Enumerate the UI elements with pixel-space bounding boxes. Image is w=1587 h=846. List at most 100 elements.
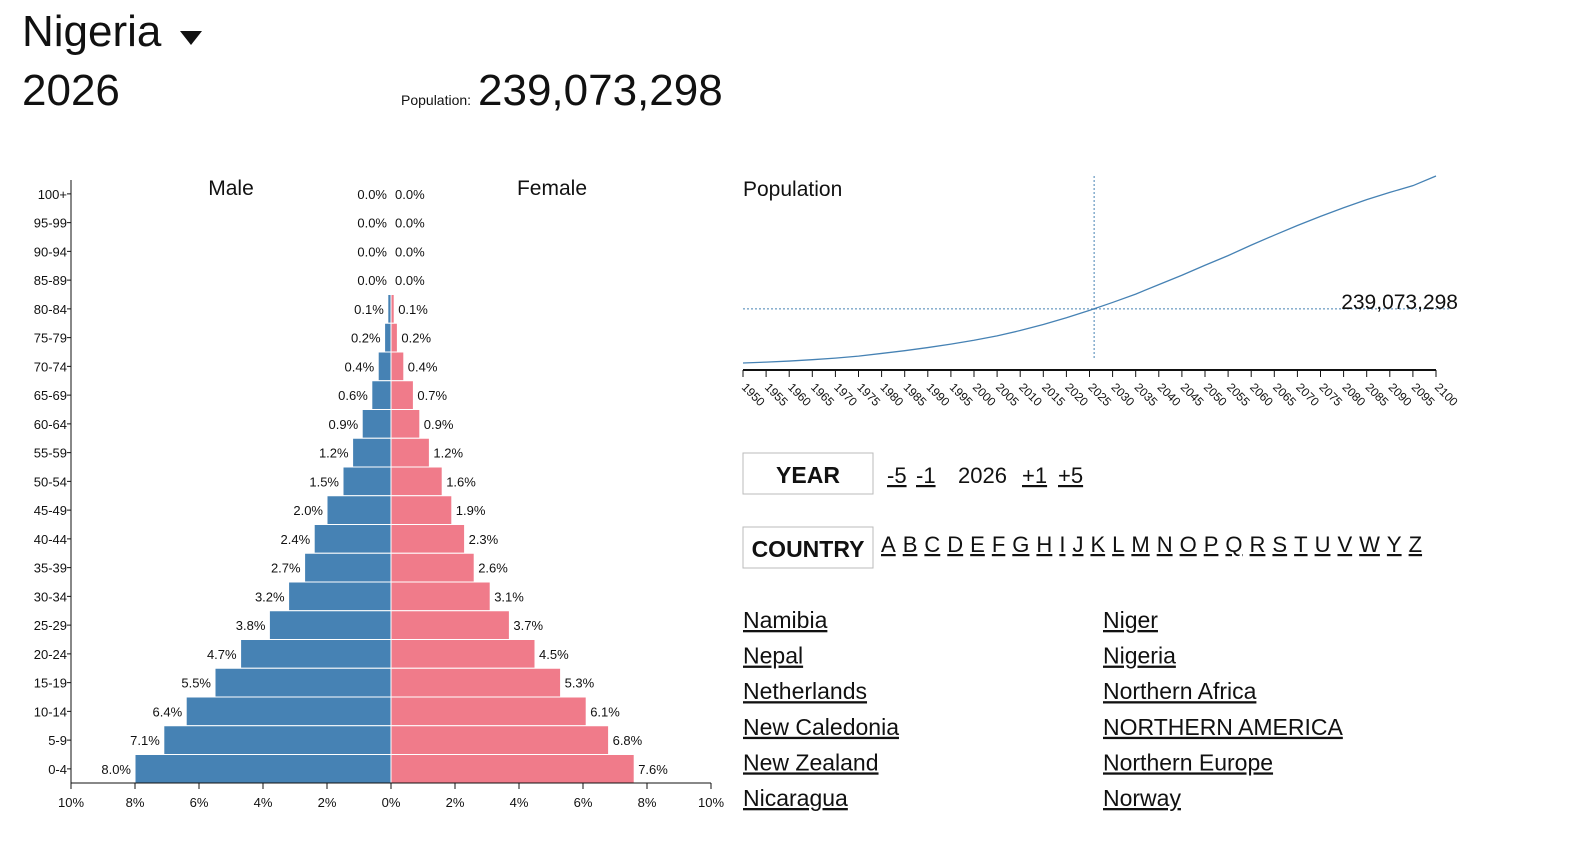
country-link[interactable]: Namibia <box>743 607 828 633</box>
age-label: 90-94 <box>34 244 67 259</box>
letter-link[interactable]: M <box>1131 532 1149 557</box>
letter-link[interactable]: A <box>881 532 896 557</box>
x-tick-label: 1965 <box>808 380 837 409</box>
country-link[interactable]: Nicaragua <box>743 785 848 811</box>
female-bar <box>390 552 475 583</box>
male-bar <box>352 437 392 468</box>
value-label: 0.0% <box>395 273 425 288</box>
letter-link[interactable]: V <box>1337 532 1352 557</box>
year-label: YEAR <box>776 462 840 488</box>
country-link[interactable]: New Zealand <box>743 749 879 775</box>
country-link[interactable]: Norway <box>1103 785 1181 811</box>
x-tick-label: 8% <box>126 795 145 810</box>
x-tick-label: 2% <box>318 795 337 810</box>
age-label: 40-44 <box>34 532 67 547</box>
value-label: 8.0% <box>101 762 131 777</box>
age-label: 50-54 <box>34 474 67 489</box>
x-tick-label: 2090 <box>1386 380 1415 409</box>
male-bar <box>377 351 392 382</box>
age-label: 100+ <box>38 187 67 202</box>
letter-link[interactable]: O <box>1180 532 1197 557</box>
letter-link[interactable]: Q <box>1225 532 1242 557</box>
letter-link[interactable]: Y <box>1387 532 1402 557</box>
x-tick-label: 1970 <box>831 380 860 409</box>
letter-link[interactable]: P <box>1204 532 1219 557</box>
letter-link[interactable]: C <box>924 532 940 557</box>
year-step-link[interactable]: -1 <box>916 463 936 488</box>
country-link[interactable]: New Caledonia <box>743 714 899 740</box>
letter-link[interactable]: D <box>947 532 963 557</box>
x-tick-label: 6% <box>190 795 209 810</box>
x-tick-label: 1975 <box>854 380 883 409</box>
letter-link[interactable]: W <box>1359 532 1380 557</box>
value-label: 6.1% <box>590 704 620 719</box>
year-box <box>742 452 874 495</box>
letter-link[interactable]: J <box>1072 532 1083 557</box>
letter-link[interactable]: L <box>1112 532 1124 557</box>
male-bar <box>288 581 392 612</box>
population-label: Population: <box>401 92 471 108</box>
population-line <box>742 175 1437 364</box>
age-label: 65-69 <box>34 388 67 403</box>
letter-link[interactable]: T <box>1294 532 1307 557</box>
age-label: 10-14 <box>34 704 67 719</box>
dropdown-arrow[interactable] <box>180 31 202 45</box>
x-tick-label: 2060 <box>1247 380 1276 409</box>
country-link[interactable]: Nigeria <box>1103 643 1176 669</box>
age-label: 85-89 <box>34 273 67 288</box>
male-bar <box>313 524 392 554</box>
letter-link[interactable]: N <box>1157 532 1173 557</box>
year-step-link[interactable]: +1 <box>1022 463 1047 488</box>
letter-link[interactable]: E <box>970 532 985 557</box>
letter-link[interactable]: K <box>1090 532 1105 557</box>
country-label: COUNTRY <box>752 536 865 562</box>
x-tick-label: 1985 <box>901 380 930 409</box>
value-label: 3.8% <box>236 618 266 633</box>
male-bar <box>134 754 392 784</box>
letter-link[interactable]: F <box>992 532 1005 557</box>
letter-link[interactable]: U <box>1315 532 1331 557</box>
x-tick-label: 10% <box>698 795 724 810</box>
value-label: 0.7% <box>417 388 447 403</box>
male-bar <box>268 610 392 640</box>
country-link[interactable]: Northern Africa <box>1103 678 1257 704</box>
letter-link[interactable]: I <box>1059 532 1065 557</box>
value-label: 1.6% <box>446 474 476 489</box>
letter-link[interactable]: R <box>1250 532 1266 557</box>
x-tick-label: 2015 <box>1039 380 1068 409</box>
country-title[interactable]: Nigeria <box>22 7 162 56</box>
x-tick-label: 2025 <box>1085 380 1114 409</box>
letter-link[interactable]: B <box>903 532 918 557</box>
letter-link[interactable]: H <box>1036 532 1052 557</box>
female-bar <box>390 380 414 410</box>
x-tick-label: 2045 <box>1178 380 1207 409</box>
letter-link[interactable]: S <box>1272 532 1287 557</box>
value-label: 4.7% <box>207 647 237 662</box>
female-bar <box>390 437 430 468</box>
country-link[interactable]: NORTHERN AMERICA <box>1103 714 1343 740</box>
year-step-link[interactable]: +5 <box>1058 463 1083 488</box>
age-label: 95-99 <box>34 216 67 231</box>
legend-label: Female <box>517 177 587 200</box>
value-label: 4.5% <box>539 647 569 662</box>
value-label: 2.7% <box>271 561 301 576</box>
country-link[interactable]: Netherlands <box>743 678 867 704</box>
year-step-link[interactable]: -5 <box>887 463 907 488</box>
age-label: 5-9 <box>48 733 67 748</box>
male-bar <box>304 552 392 583</box>
country-link[interactable]: Northern Europe <box>1103 749 1273 775</box>
value-label: 1.9% <box>456 503 486 518</box>
x-tick-label: 1960 <box>785 380 814 409</box>
letter-link[interactable]: Z <box>1409 532 1422 557</box>
value-label: 5.3% <box>565 676 595 691</box>
female-bar <box>390 409 421 439</box>
x-tick-label: 2100 <box>1432 380 1461 409</box>
male-bar <box>163 725 392 755</box>
age-label: 70-74 <box>34 359 67 374</box>
value-label: 0.4% <box>408 359 438 374</box>
country-link[interactable]: Nepal <box>743 643 803 669</box>
x-tick-label: 1995 <box>947 380 976 409</box>
letter-link[interactable]: G <box>1012 532 1029 557</box>
x-tick-label: 2% <box>446 795 465 810</box>
country-link[interactable]: Niger <box>1103 607 1158 633</box>
